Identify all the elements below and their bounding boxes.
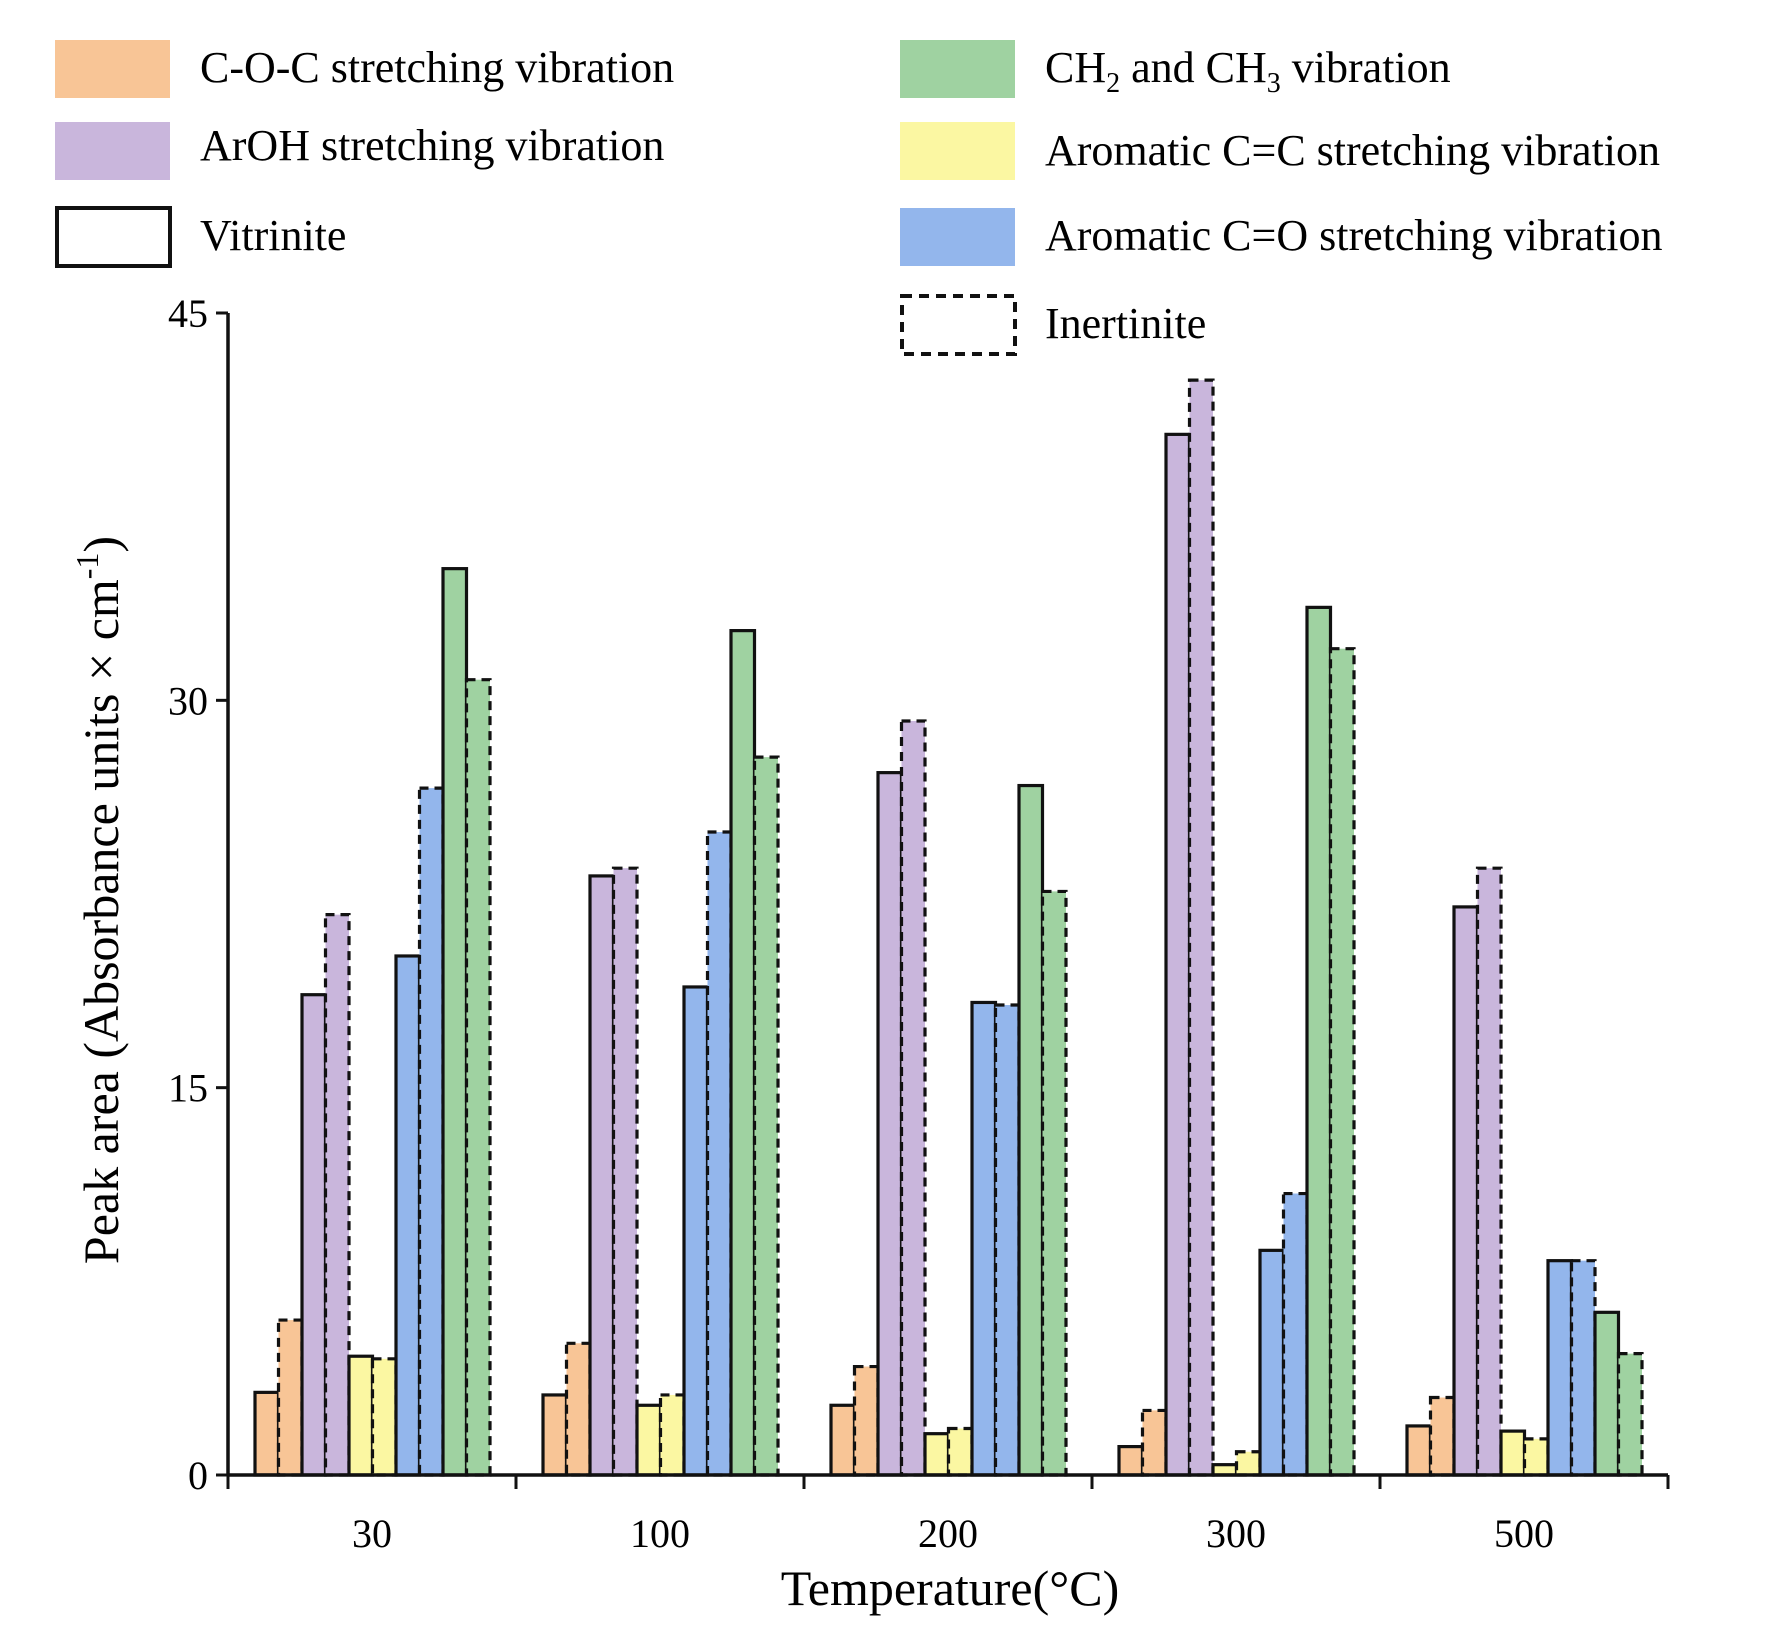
bar-vitrinite-3-500 (1546, 1259, 1574, 1477)
y-tick-label-45: 45 (168, 291, 208, 336)
bar-inertinite-0-30 (276, 1318, 304, 1477)
bar-vitrinite-1-100 (588, 874, 616, 1477)
bar-inertinite-0-500 (1428, 1395, 1456, 1477)
bar-vitrinite-4-30 (441, 567, 469, 1477)
bar-vitrinite-4-500 (1593, 1310, 1621, 1477)
bar-inertinite-0-100 (564, 1341, 592, 1477)
legend-label-co: Aromatic C=O stretching vibration (1045, 211, 1662, 260)
bar-inertinite-4-30 (464, 678, 492, 1477)
legend-swatch-coc (55, 40, 170, 98)
bar-inertinite-3-30 (417, 786, 445, 1477)
bar-inertinite-4-100 (752, 755, 780, 1477)
bar-inertinite-2-200 (946, 1426, 974, 1477)
bar-vitrinite-1-200 (876, 771, 904, 1477)
bar-vitrinite-0-300 (1117, 1444, 1145, 1477)
legend-label-ch-sub1: 2 (1106, 68, 1120, 99)
x-tick-label-200: 200 (918, 1511, 978, 1556)
bar-vitrinite-3-30 (394, 954, 422, 1477)
bar-inertinite-2-30 (370, 1357, 398, 1477)
bar-inertinite-4-300 (1328, 647, 1356, 1477)
legend: C-O-C stretching vibration ArOH stretchi… (55, 40, 1662, 356)
y-tick-label-30: 30 (168, 678, 208, 723)
bar-inertinite-3-500 (1569, 1259, 1597, 1477)
legend-label-ch-part2: and CH (1120, 43, 1267, 92)
y-axis-title-main: Peak area (Absorbance units × cm (73, 579, 129, 1264)
x-axis-title: Temperature(°C) (781, 1560, 1120, 1616)
bar-inertinite-3-200 (993, 1003, 1021, 1477)
legend-swatch-co (900, 208, 1015, 266)
bar-inertinite-3-100 (705, 830, 733, 1477)
legend-swatch-inertinite (900, 294, 1017, 356)
x-tick-label-100: 100 (630, 1511, 690, 1556)
legend-swatch-aroh (55, 122, 170, 180)
bar-inertinite-3-300 (1281, 1191, 1309, 1477)
y-axis-title-superscript: -1 (69, 553, 105, 580)
bar-vitrinite-1-300 (1164, 432, 1192, 1477)
x-tick-label-30: 30 (352, 1511, 392, 1556)
y-axis-title: Peak area (Absorbance units × cm-1) (69, 536, 129, 1264)
bar-vitrinite-1-30 (300, 993, 328, 1477)
bar-inertinite-2-500 (1522, 1437, 1550, 1477)
bar-inertinite-1-100 (611, 866, 639, 1477)
bar-inertinite-1-30 (323, 913, 351, 1477)
bar-inertinite-0-200 (852, 1364, 880, 1477)
bar-inertinite-1-200 (899, 719, 927, 1477)
bar-vitrinite-0-30 (253, 1390, 281, 1477)
bar-inertinite-2-300 (1234, 1450, 1262, 1477)
legend-swatch-cc (900, 122, 1015, 180)
bar-vitrinite-0-500 (1405, 1424, 1433, 1477)
x-tick-label-300: 300 (1206, 1511, 1266, 1556)
plot-area: 0 15 30 45 30 100 200 300 500 (168, 291, 1670, 1556)
legend-label-ch: CH2 and CH3 vibration (1045, 43, 1451, 99)
legend-label-aroh: ArOH stretching vibration (200, 121, 664, 170)
bar-inertinite-1-300 (1187, 378, 1215, 1477)
bar-vitrinite-0-100 (541, 1393, 569, 1477)
bar-vitrinite-4-200 (1017, 783, 1045, 1477)
bar-inertinite-0-300 (1140, 1408, 1168, 1477)
bar-vitrinite-2-200 (923, 1432, 951, 1477)
bar-vitrinite-0-200 (829, 1403, 857, 1477)
bar-vitrinite-2-30 (347, 1354, 375, 1477)
bar-vitrinite-2-100 (635, 1403, 663, 1477)
y-tick-label-15: 15 (168, 1066, 208, 1111)
legend-label-vitrinite: Vitrinite (200, 211, 346, 260)
x-tick-label-500: 500 (1494, 1511, 1554, 1556)
legend-label-coc: C-O-C stretching vibration (200, 43, 674, 92)
bar-inertinite-2-100 (658, 1393, 686, 1477)
y-tick-label-0: 0 (188, 1453, 208, 1498)
bar-vitrinite-4-300 (1305, 605, 1333, 1477)
bar-vitrinite-4-100 (729, 629, 757, 1477)
legend-swatch-vitrinite (55, 206, 172, 268)
legend-label-ch-sub2: 3 (1267, 68, 1281, 99)
bar-inertinite-4-200 (1040, 889, 1068, 1477)
legend-label-ch-part1: CH (1045, 43, 1106, 92)
bar-vitrinite-3-200 (970, 1000, 998, 1477)
legend-swatch-ch (900, 40, 1015, 98)
legend-label-inertinite: Inertinite (1045, 299, 1206, 348)
y-axis-title-close: ) (73, 536, 129, 553)
bar-vitrinite-1-500 (1452, 905, 1480, 1477)
legend-label-cc: Aromatic C=C stretching vibration (1045, 126, 1660, 175)
bar-vitrinite-3-100 (682, 985, 710, 1477)
bar-inertinite-1-500 (1475, 866, 1503, 1477)
bar-vitrinite-2-500 (1499, 1429, 1527, 1477)
bar-vitrinite-3-300 (1258, 1248, 1286, 1477)
legend-label-ch-part3: vibration (1281, 43, 1451, 92)
bar-inertinite-4-500 (1616, 1352, 1644, 1477)
